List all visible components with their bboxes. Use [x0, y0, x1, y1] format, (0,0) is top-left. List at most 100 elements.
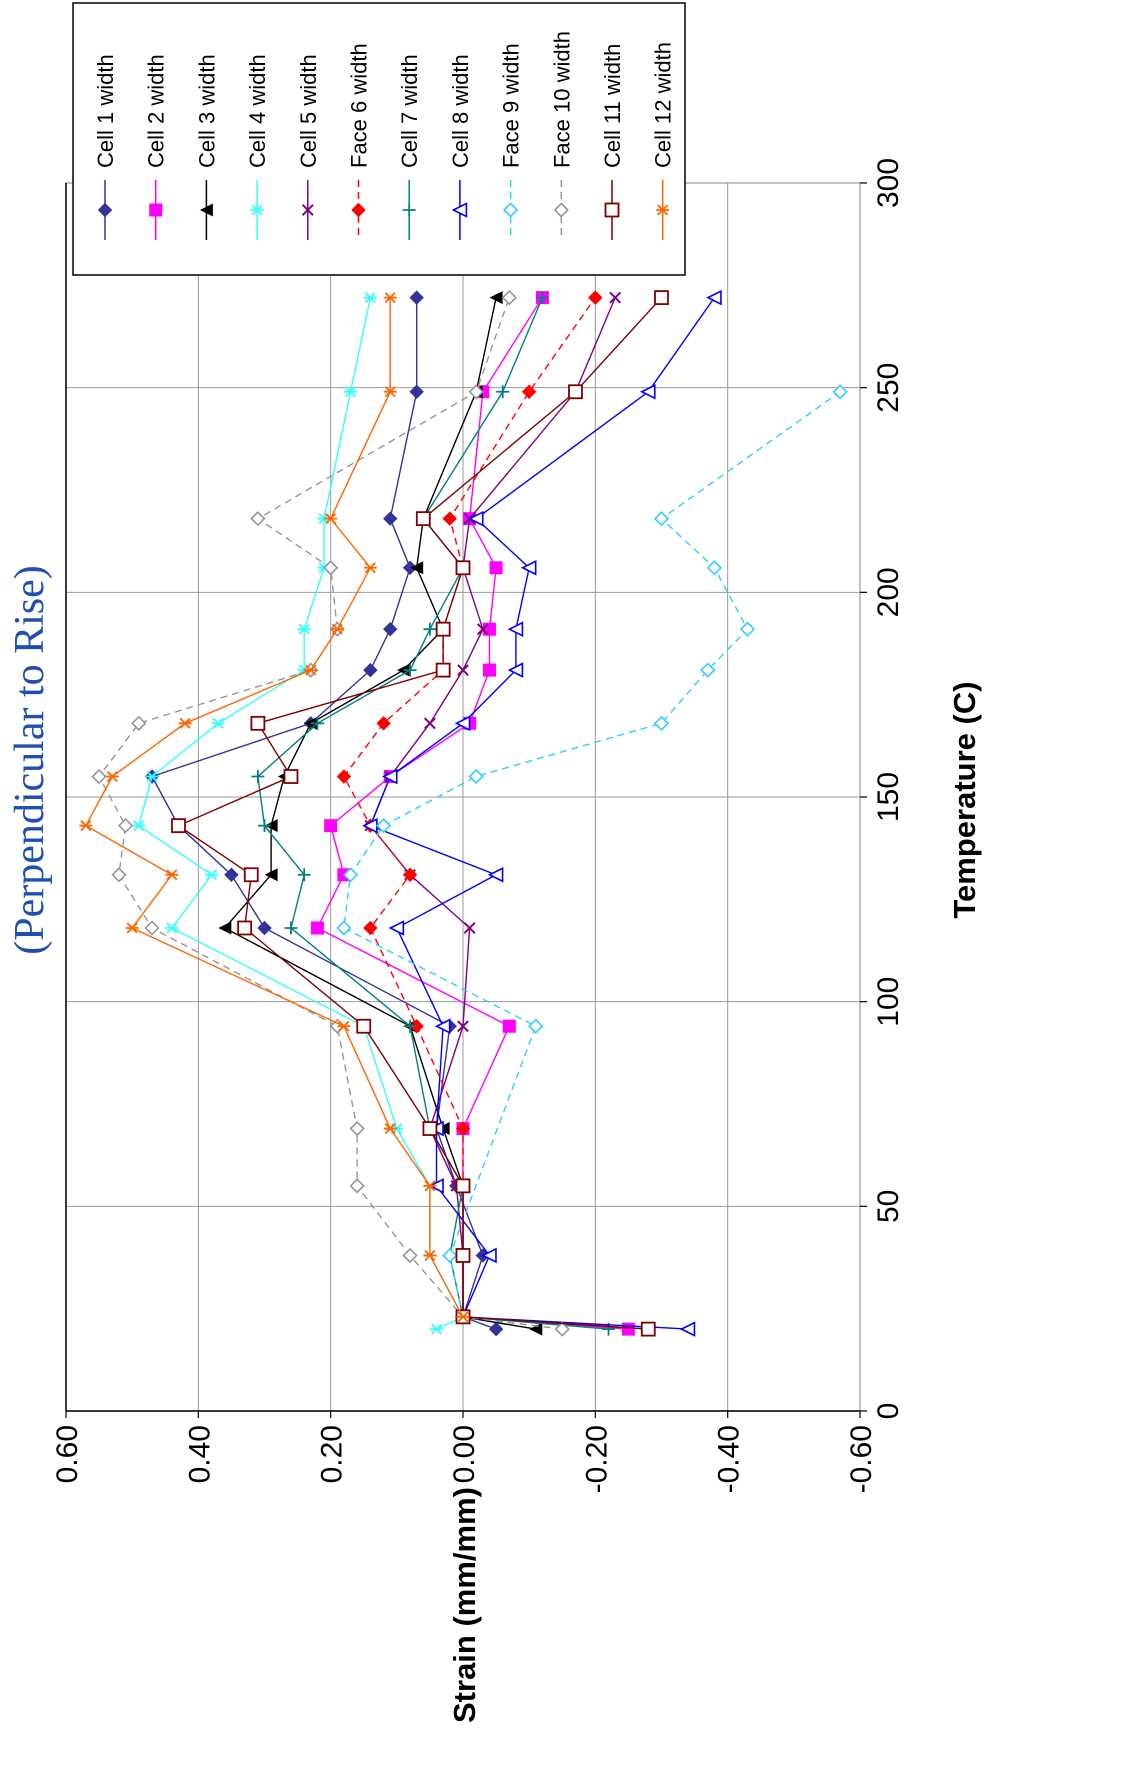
legend-label: Cell 8 width — [448, 54, 473, 168]
data-point — [640, 1321, 656, 1337]
legend-item: Cell 5 width — [296, 54, 321, 240]
legend-label: Cell 7 width — [397, 54, 422, 168]
data-point — [363, 562, 377, 574]
data-point — [336, 920, 352, 936]
data-point — [237, 920, 253, 936]
data-point — [442, 1247, 458, 1264]
data-point — [284, 921, 298, 935]
data-point — [383, 621, 398, 637]
data-point — [402, 1247, 418, 1264]
legend-item: Cell 2 width — [144, 54, 169, 240]
data-point — [111, 867, 127, 883]
data-point — [337, 1020, 351, 1032]
data-point — [482, 622, 496, 636]
x-axis-label: Temperature (C) — [947, 681, 982, 918]
data-point — [488, 1321, 504, 1337]
data-point — [363, 662, 378, 678]
data-point — [336, 769, 352, 784]
data-point — [535, 291, 549, 305]
data-point — [455, 1248, 471, 1263]
data-point — [468, 384, 484, 400]
data-point — [706, 289, 722, 306]
data-point — [423, 1180, 437, 1192]
data-point — [455, 1121, 471, 1136]
y-tick-label: -0.20 — [580, 1425, 613, 1493]
data-point — [423, 1249, 437, 1261]
data-point — [211, 717, 225, 729]
data-point — [609, 291, 622, 304]
data-point — [507, 662, 524, 678]
data-point — [463, 922, 476, 934]
data-point — [455, 560, 471, 576]
data-point — [679, 1321, 696, 1337]
data-point — [304, 664, 318, 676]
x-tick-label: 150 — [872, 772, 905, 822]
data-point — [218, 921, 232, 935]
data-point — [588, 290, 603, 305]
data-point — [435, 621, 451, 637]
data-point — [283, 769, 299, 784]
x-tick-label: 0 — [872, 1403, 905, 1420]
data-point — [410, 561, 424, 575]
data-point — [501, 289, 517, 306]
data-point — [424, 717, 436, 730]
data-point — [457, 664, 469, 677]
legend-item: Cell 12 width — [651, 42, 676, 240]
data-point — [165, 922, 179, 934]
data-point — [489, 561, 503, 575]
y-tick-label: 0.60 — [51, 1425, 84, 1483]
y-tick-label: 0.40 — [183, 1425, 216, 1483]
data-point — [435, 662, 451, 678]
data-point — [349, 1178, 365, 1194]
data-point — [171, 818, 186, 834]
series-8 — [362, 289, 722, 1337]
y-tick-labels: 0.60 0.40 0.20 0.00 -0.20 -0.40 -0.60 — [51, 1411, 878, 1493]
series-12 — [79, 292, 470, 1323]
data-point — [520, 559, 537, 576]
data-point — [402, 203, 416, 217]
series-line — [84, 297, 464, 1318]
data-point — [224, 867, 239, 882]
data-point — [264, 819, 278, 833]
data-point — [521, 384, 537, 399]
x-tick-label: 200 — [872, 567, 905, 617]
data-point — [654, 290, 669, 306]
data-point — [457, 1020, 469, 1033]
data-point — [91, 768, 107, 785]
data-point — [507, 621, 524, 637]
data-point — [125, 922, 139, 934]
data-point — [442, 511, 457, 526]
data-point — [454, 715, 471, 732]
legend-item: Cell 7 width — [397, 54, 422, 240]
chart-title: (Perpendicular to Rise) — [7, 565, 53, 955]
data-point — [832, 384, 848, 400]
plot-area — [65, 182, 861, 1412]
legend-label: Face 6 width — [347, 43, 372, 168]
x-tick-label: 250 — [872, 363, 905, 413]
legend-item: Cell 11 width — [600, 44, 625, 240]
data-point — [145, 771, 159, 783]
data-point — [402, 867, 418, 882]
data-point — [178, 717, 192, 729]
data-point — [258, 819, 271, 833]
data-point — [351, 202, 366, 218]
data-point — [79, 820, 93, 832]
legend-label: Cell 11 width — [600, 44, 625, 168]
series-line — [98, 297, 563, 1330]
legend-label: Face 10 width — [549, 31, 574, 168]
legend-item: Cell 4 width — [245, 54, 270, 240]
legend-item: Face 10 width — [549, 31, 574, 240]
data-point — [529, 1322, 543, 1336]
data-point — [324, 513, 338, 525]
data-point — [356, 1018, 372, 1034]
data-point — [656, 204, 670, 216]
legend-item: Cell 8 width — [448, 54, 473, 240]
data-point — [117, 818, 134, 834]
data-point — [402, 560, 418, 575]
data-point — [97, 202, 113, 218]
data-point — [502, 202, 519, 218]
x-tick-label: 300 — [872, 158, 905, 208]
legend-label: Cell 2 width — [144, 54, 169, 168]
data-point — [149, 203, 163, 217]
